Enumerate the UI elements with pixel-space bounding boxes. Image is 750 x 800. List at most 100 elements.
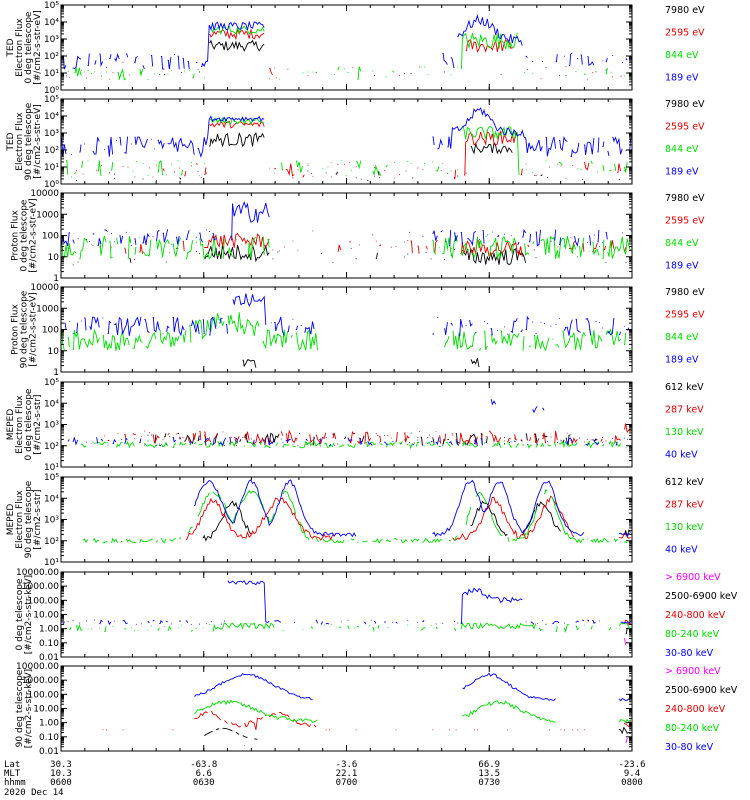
legend-entry: 7980 eV — [665, 287, 705, 298]
y-tick-label: 10¹ — [44, 558, 59, 568]
series-40-keV — [194, 479, 631, 538]
legend-entry: 2595 eV — [665, 310, 705, 321]
y-axis-label: TED — [6, 38, 16, 57]
series-130-keV — [82, 489, 628, 544]
y-tick-label: 10³ — [44, 129, 59, 139]
x-axis-value: 9.4 — [624, 769, 640, 779]
legend-entry: 2595 eV — [665, 216, 705, 227]
legend-entry: 844 eV — [665, 332, 699, 343]
y-tick-label: 0.10 — [39, 733, 59, 743]
legend-entry: 189 eV — [665, 355, 699, 366]
x-axis-value: 22.1 — [336, 769, 358, 779]
legend-entry: 189 eV — [665, 73, 699, 84]
y-axis-label: MEPED — [6, 504, 16, 536]
series-189-eV — [61, 200, 632, 247]
series--6900-keV — [623, 638, 627, 645]
panel-1-frame — [60, 4, 633, 91]
x-axis-value: 10.3 — [50, 769, 72, 779]
panel-6: 10¹ 10² 10³ 10⁴ 10⁵ MEPED Electron Flux 90 deg … — [6, 473, 704, 568]
y-axis-label: 90 deg telescope — [24, 480, 34, 558]
x-axis-value: 0630 — [193, 778, 215, 788]
y-axis-label: 0 deg telescope — [20, 199, 30, 271]
x-axis-value: 13.5 — [478, 769, 500, 779]
legend-entry: 30-80 keV — [665, 742, 714, 753]
legend-entry: 130 keV — [665, 427, 704, 438]
x-axis-row-label: hhmm — [4, 778, 26, 788]
series-189-eV — [61, 293, 630, 337]
panel-4-series — [61, 293, 631, 368]
y-axis-label: [#/cm2-s-str] — [33, 394, 43, 454]
series-2595-eV — [61, 232, 627, 257]
y-axis-label: TED — [6, 132, 16, 151]
y-axis-label: 0 deg telescope — [24, 11, 34, 83]
legend-entry: 2500-6900 keV — [665, 591, 738, 602]
x-axis-value: 6.6 — [196, 769, 212, 779]
legend-entry: 80-240 keV — [665, 629, 720, 640]
y-axis-label: 90 deg telescope — [15, 669, 25, 747]
y-tick-label: 10000 — [30, 283, 59, 293]
y-tick-label: 0.01 — [39, 747, 59, 757]
legend-entry: 7980 eV — [665, 99, 705, 110]
x-axis-value: 0700 — [336, 778, 358, 788]
panel-3-frame — [60, 192, 633, 279]
y-tick-label: 10000.00 — [16, 662, 59, 672]
series-287-keV — [185, 495, 631, 541]
series-7980-eV — [76, 131, 620, 182]
legend-entry: 40 keV — [665, 450, 698, 461]
panel-6-series — [82, 479, 631, 544]
y-tick-label: 10⁵ — [44, 378, 59, 388]
x-axis-value: 0600 — [50, 778, 72, 788]
legend-entry: 844 eV — [665, 50, 699, 61]
series-30-80-keV — [62, 580, 631, 626]
legend-entry: 130 keV — [665, 522, 704, 533]
y-tick-label: 0.10 — [39, 639, 59, 649]
series-287-keV — [104, 423, 631, 446]
series-844-eV — [61, 234, 632, 261]
y-tick-label: 10³ — [44, 421, 59, 431]
y-tick-label: 10⁵ — [44, 473, 59, 483]
y-tick-label: 10⁴ — [44, 112, 59, 122]
y-tick-label: 10² — [44, 537, 59, 547]
y-axis-label: Proton Flux — [11, 304, 21, 355]
x-axis-value: 66.9 — [478, 760, 500, 770]
legend-entry: 7980 eV — [665, 5, 705, 16]
y-tick-label: 10 — [48, 347, 60, 357]
legend-entry: 2500-6900 keV — [665, 685, 738, 696]
y-tick-label: 1.00 — [39, 719, 59, 729]
series--6900-keV — [244, 737, 628, 746]
y-tick-label: 1000.00 — [22, 676, 59, 686]
y-tick-label: 10¹ — [44, 463, 59, 473]
y-axis-label: MEPED — [6, 409, 16, 441]
y-axis-label: [#/cm2-s-str] — [33, 489, 43, 549]
legend-entry: 40 keV — [665, 545, 698, 556]
legend-entry: 844 eV — [665, 144, 699, 155]
y-axis-label: 90 deg telescope — [24, 102, 34, 180]
panel-5-series — [62, 399, 632, 450]
panel-8: 0.01 0.10 1.00 10.00 100.00 1000.00 10000.0090… — [15, 662, 738, 757]
y-tick-label: 100.00 — [28, 690, 60, 700]
y-tick-label: 0.01 — [39, 653, 59, 663]
legend-entry: 240-800 keV — [665, 610, 726, 621]
y-tick-label: 10000.00 — [16, 568, 59, 578]
legend-entry: > 6900 keV — [665, 572, 721, 583]
series-7980-eV — [242, 357, 480, 368]
y-tick-label: 100 — [42, 232, 59, 242]
y-tick-label: 10¹ — [44, 69, 59, 79]
y-tick-label: 10³ — [44, 516, 59, 526]
x-axis-row-label: Lat — [4, 760, 20, 770]
y-tick-label: 1.00 — [39, 625, 59, 635]
series-612-keV — [202, 500, 631, 542]
series-40-keV — [62, 399, 632, 447]
legend-entry: 612 keV — [665, 382, 704, 393]
y-axis-label: Electron Flux — [15, 18, 25, 77]
legend-entry: 287 keV — [665, 405, 704, 416]
legend-entry: 30-80 keV — [665, 648, 714, 659]
legend-entry: 240-800 keV — [665, 704, 726, 715]
x-axis-value: -63.8 — [190, 760, 217, 770]
y-axis-label: Electron Flux — [15, 395, 25, 454]
series-7980-eV — [159, 39, 622, 77]
y-tick-label: 1000 — [36, 304, 59, 314]
y-axis-label: 0 deg telescope — [24, 388, 34, 460]
y-tick-label: 100.00 — [28, 596, 60, 606]
panel-7-series — [62, 580, 632, 645]
